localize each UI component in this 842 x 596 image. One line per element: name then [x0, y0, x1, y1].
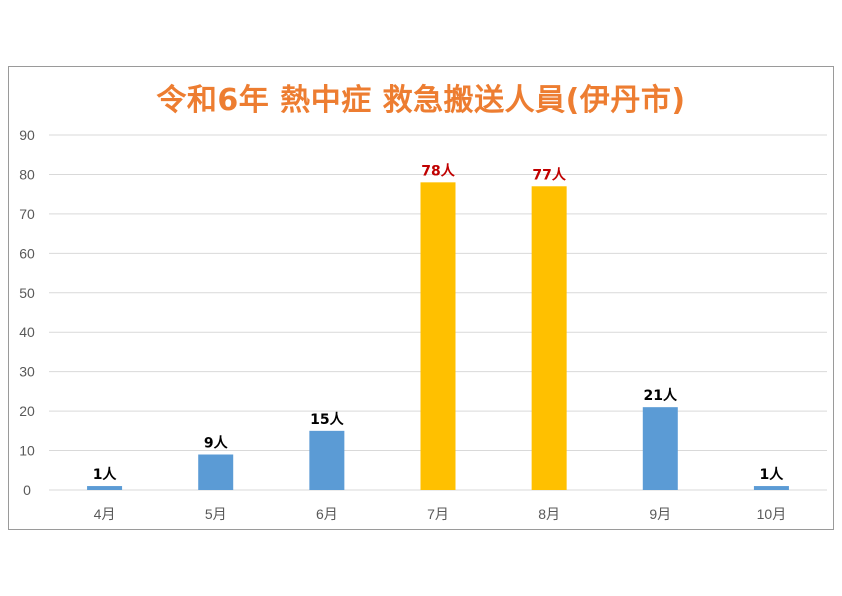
y-tick-label: 90: [19, 127, 35, 143]
x-tick-label: 8月: [538, 506, 560, 522]
x-tick-label: 7月: [427, 506, 449, 522]
x-tick-label: 4月: [94, 506, 116, 522]
y-tick-label: 40: [19, 324, 35, 340]
chart-frame: 令和6年 熱中症 救急搬送人員(伊丹市) 0 10 20 30 40 50 60 70 80 90…: [8, 66, 834, 530]
data-label: 21人: [644, 387, 678, 404]
bar-1: [87, 486, 123, 490]
bar-4: [420, 182, 456, 490]
bar-2: [198, 454, 234, 490]
data-label: 77人: [532, 166, 566, 183]
y-tick-label: 70: [19, 206, 35, 222]
data-label: 9人: [204, 435, 229, 452]
x-tick-label: 6月: [316, 506, 338, 522]
data-label: 78人: [421, 162, 455, 179]
bar-7: [753, 486, 789, 490]
y-tick-label: 10: [19, 443, 35, 459]
data-label: 1人: [93, 466, 118, 483]
bar-6: [642, 407, 678, 490]
y-tick-label: 80: [19, 166, 35, 182]
data-label: 1人: [760, 466, 785, 483]
x-tick-label: 5月: [205, 506, 227, 522]
y-tick-label: 60: [19, 245, 35, 261]
y-tick-label: 50: [19, 285, 35, 301]
bar-3: [309, 430, 345, 490]
x-tick-label: 9月: [649, 506, 671, 522]
y-tick-label: 30: [19, 364, 35, 380]
y-tick-label: 20: [19, 403, 35, 419]
chart-title: 令和6年 熱中症 救急搬送人員(伊丹市): [156, 83, 686, 118]
y-tick-label: 0: [23, 482, 31, 498]
data-label: 15人: [310, 411, 344, 428]
bar-chart: 0 10 20 30 40 50 60 70 80 90 1人 4月 9人 5月 15人 6月 78人 7月 77人…: [19, 127, 827, 522]
bar-5: [531, 186, 567, 490]
x-tick-label: 10月: [757, 506, 787, 522]
